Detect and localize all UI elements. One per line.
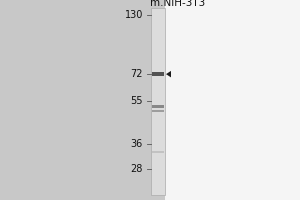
Bar (152, 110, 164, 112)
Text: 55: 55 (130, 96, 143, 106)
Text: 36: 36 (131, 139, 143, 149)
Bar (152, 151, 164, 153)
Bar (152, 105, 164, 108)
Text: m.NIH-3T3: m.NIH-3T3 (150, 0, 206, 8)
Bar (152, 72, 164, 76)
Text: 130: 130 (124, 10, 143, 20)
Text: 28: 28 (130, 164, 143, 174)
Text: 72: 72 (130, 69, 143, 79)
Bar (165, 0, 300, 200)
Polygon shape (166, 71, 171, 77)
Bar (151, 8, 165, 195)
